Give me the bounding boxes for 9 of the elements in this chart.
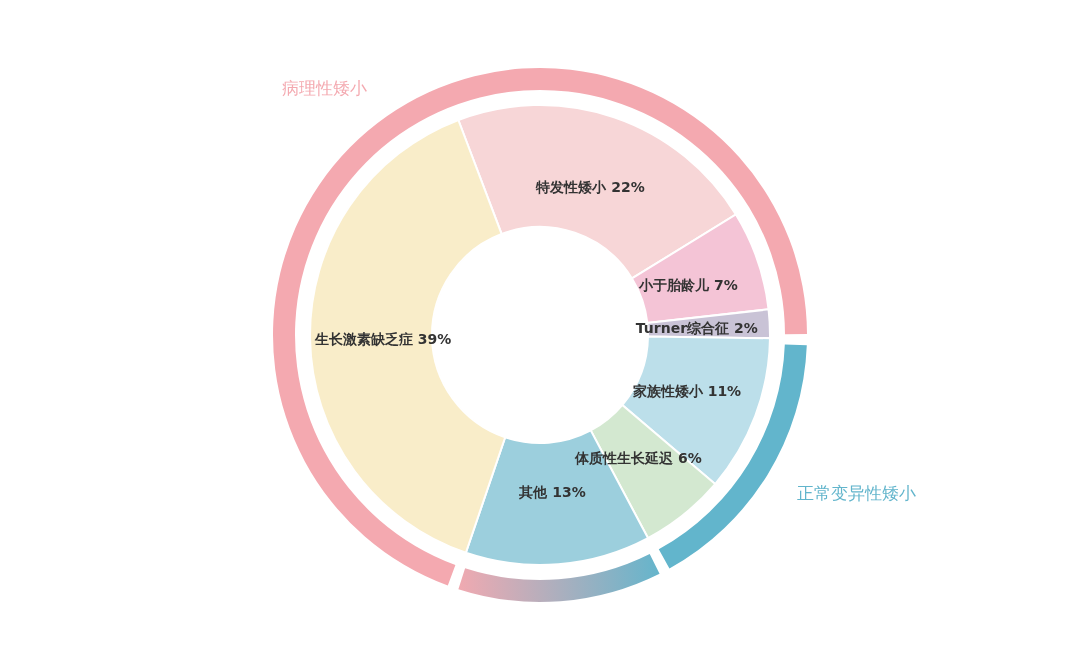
- slice-label: 其他 13%: [518, 484, 586, 501]
- slice-label: Turner综合征 2%: [635, 320, 758, 337]
- slice-label: 体质性生长延迟 6%: [574, 450, 702, 467]
- slice-label: 小于胎龄儿 7%: [638, 276, 738, 293]
- slice-label: 病理性矮小: [281, 77, 367, 98]
- slice-label: 正常变异性矮小: [797, 483, 917, 504]
- slice-label: 特发性矮小 22%: [535, 179, 645, 196]
- slice-label: 家族性矮小 11%: [631, 383, 742, 400]
- slice-label: 生长激素缺乏症 39%: [313, 330, 452, 347]
